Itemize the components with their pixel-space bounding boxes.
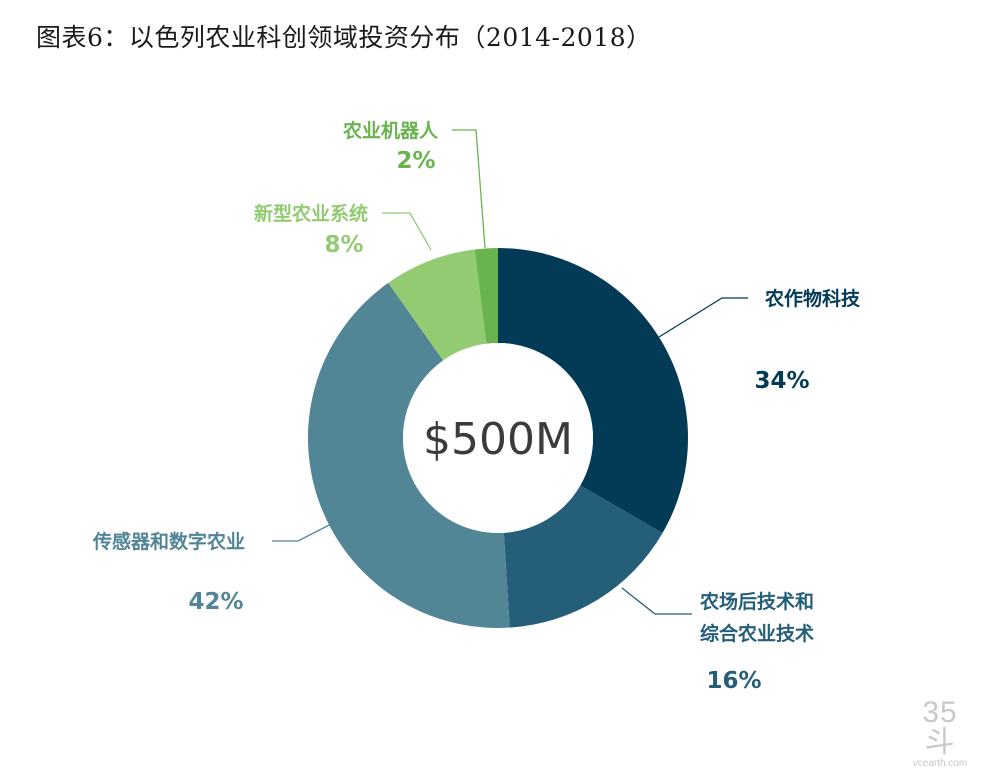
watermark-logo: 35斗 vcearth.com <box>910 698 970 770</box>
slice-percent-label: 8% <box>324 232 363 258</box>
slice-percent-label: 2% <box>396 148 435 174</box>
slice-percent-label: 34% <box>754 368 809 394</box>
donut-slice <box>307 282 510 628</box>
leader-line <box>658 297 748 338</box>
slice-category-label: 农场后技术和 <box>699 590 814 613</box>
donut-slice <box>474 248 498 344</box>
watermark-logo-mark: 35斗 <box>922 696 958 759</box>
donut-slices <box>307 248 688 628</box>
donut-slice <box>388 249 487 361</box>
donut-slice <box>498 248 688 533</box>
slice-category-label: 综合农业技术 <box>700 622 814 645</box>
donut-slice <box>503 485 663 628</box>
leader-line <box>272 517 344 542</box>
leader-line <box>621 587 692 615</box>
slice-category-label: 新型农业系统 <box>254 202 368 225</box>
chart-title: 图表6：以色列农业科创领域投资分布（2014-2018） <box>36 23 652 52</box>
watermark-site: vcearth.com <box>912 758 968 769</box>
slice-percent-label: 16% <box>706 668 761 694</box>
leader-lines <box>272 129 748 615</box>
leader-line <box>452 129 486 249</box>
slice-category-label: 传感器和数字农业 <box>92 530 245 553</box>
center-total-label: $500M <box>423 414 573 465</box>
donut-hole <box>403 343 593 533</box>
slice-category-label: 农业机器人 <box>342 119 439 142</box>
leader-line <box>382 212 432 251</box>
slice-percent-label: 42% <box>188 589 243 615</box>
slice-category-label: 农作物科技 <box>764 287 861 310</box>
